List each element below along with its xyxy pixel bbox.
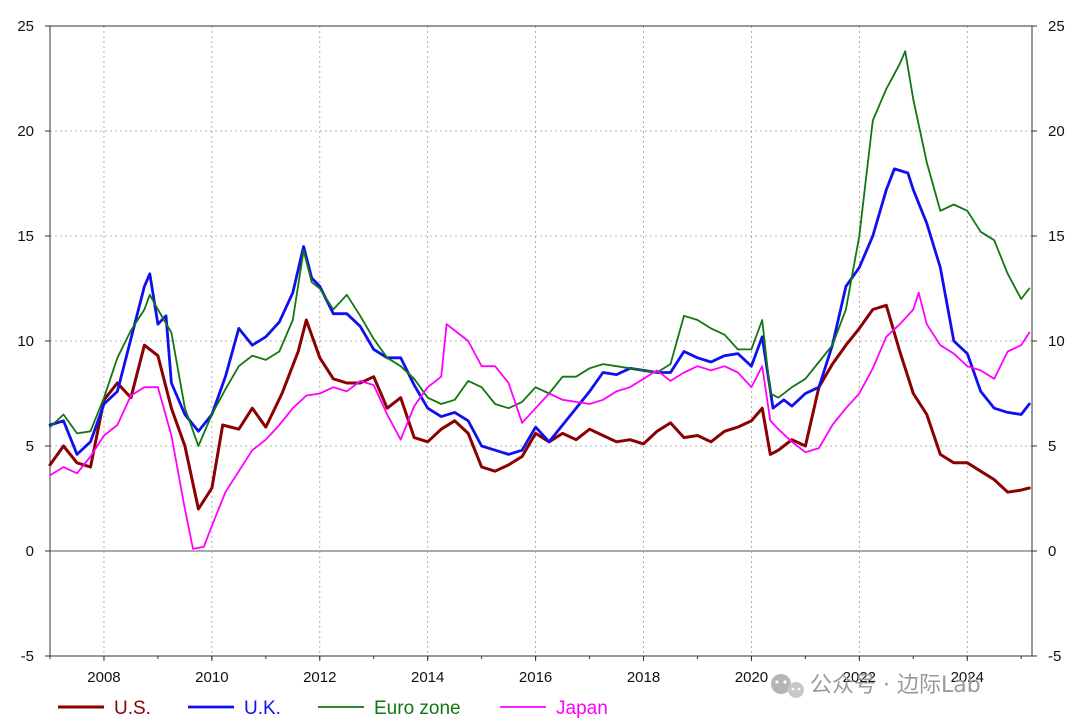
x-tick-label: 2010 — [195, 669, 228, 686]
y-tick-label-right: 0 — [1048, 543, 1056, 560]
x-tick-label: 2012 — [303, 669, 336, 686]
x-tick-label: 2024 — [951, 669, 984, 686]
y-tick-label-left: 0 — [26, 543, 34, 560]
y-tick-label-right: 15 — [1048, 228, 1065, 245]
y-tick-label-left: 20 — [17, 123, 34, 140]
y-tick-label-left: 15 — [17, 228, 34, 245]
legend: U.S. U.K. Euro zone Japan — [58, 698, 608, 719]
legend-label: U.K. — [244, 698, 281, 719]
wechat-icon — [771, 674, 804, 698]
y-tick-label-left: 25 — [17, 18, 34, 35]
x-tick-label: 2016 — [519, 669, 552, 686]
series-line-u-s — [48, 303, 1031, 511]
y-tick-label-left: 5 — [26, 438, 34, 455]
x-tick-label: 2014 — [411, 669, 444, 686]
series — [48, 50, 1031, 550]
series-line-japan — [49, 291, 1031, 550]
series-line-u-k — [48, 167, 1031, 456]
x-tick-label: 2020 — [735, 669, 768, 686]
y-tick-label-right: 20 — [1048, 123, 1065, 140]
watermark: 公众号 · 边际Lab — [771, 673, 981, 698]
y-tick-label-right: -5 — [1048, 648, 1061, 665]
y-tick-label-left: 10 — [17, 333, 34, 350]
x-tick-label: 2018 — [627, 669, 660, 686]
y-tick-label-right: 10 — [1048, 333, 1065, 350]
legend-label: U.S. — [114, 698, 151, 719]
grid — [50, 26, 1032, 656]
x-tick-label: 2008 — [87, 669, 120, 686]
series-line-euro-zone — [49, 50, 1031, 447]
x-tick-label: 2022 — [843, 669, 876, 686]
legend-label: Japan — [556, 698, 608, 719]
y-tick-label-right: 25 — [1048, 18, 1065, 35]
y-tick-label-right: 5 — [1048, 438, 1056, 455]
legend-label: Euro zone — [374, 698, 461, 719]
y-tick-label-left: -5 — [21, 648, 34, 665]
watermark-text: 公众号 · 边际Lab — [810, 673, 981, 698]
